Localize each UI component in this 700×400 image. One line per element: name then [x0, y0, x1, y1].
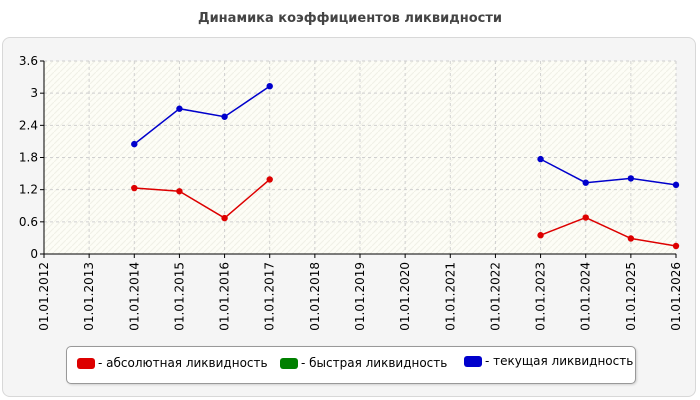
x-tick-label: 01.01.2017 — [263, 262, 277, 331]
data-point — [266, 176, 273, 183]
data-point — [627, 175, 635, 182]
data-point — [582, 179, 589, 186]
x-tick-label: 01.01.2025 — [624, 262, 638, 331]
legend-item: - быстрая ликвидность — [280, 356, 447, 370]
legend-swatch — [464, 355, 482, 367]
data-point — [537, 232, 544, 239]
data-point — [582, 214, 589, 221]
series-line — [134, 178, 271, 219]
data-point — [131, 184, 138, 192]
series-line — [133, 85, 271, 145]
x-tick-label: 01.01.2018 — [308, 262, 322, 331]
x-tick-label: 01.01.2015 — [172, 262, 186, 331]
y-tick-label: 3 — [30, 86, 38, 100]
legend-label: - быстрая ликвидность — [301, 356, 448, 370]
data-point — [672, 181, 680, 189]
series-1 — [131, 176, 680, 250]
legend-item: - абсолютная ликвидность — [77, 356, 268, 370]
x-tick-label: 01.01.2022 — [488, 262, 502, 331]
x-tick-label: 01.01.2016 — [218, 262, 232, 331]
legend-label: - абсолютная ликвидность — [98, 356, 268, 370]
y-tick-label: 1.8 — [19, 151, 38, 165]
y-tick-label: 0.6 — [19, 215, 38, 229]
data-point — [672, 242, 680, 250]
data-point — [537, 155, 544, 163]
x-tick-label: 01.01.2014 — [127, 262, 141, 331]
x-tick-label: 01.01.2013 — [82, 262, 96, 331]
x-tick-label: 01.01.2026 — [669, 262, 683, 331]
x-tick-label: 01.01.2021 — [443, 262, 457, 331]
legend-swatch — [280, 357, 298, 369]
y-tick-label: 3.6 — [19, 54, 38, 68]
x-tick-label: 01.01.2023 — [534, 262, 548, 331]
chart-title: Динамика коэффициентов ликвидности — [198, 11, 502, 26]
x-tick-label: 01.01.2019 — [353, 262, 367, 331]
x-tick-label: 01.01.2024 — [579, 262, 593, 331]
series-line — [540, 158, 677, 186]
series-3 — [131, 82, 680, 189]
data-point — [176, 105, 183, 112]
y-tick-label: 0 — [30, 247, 38, 261]
data-point — [131, 140, 138, 148]
x-tick-label: 01.01.2020 — [398, 262, 412, 331]
legend-label: - текущая ликвидность — [485, 354, 634, 368]
x-tick-label: 01.01.2012 — [37, 262, 51, 331]
y-tick-label: 2.4 — [19, 118, 38, 132]
y-tick-label: 1.2 — [19, 183, 38, 197]
legend: - абсолютная ликвидность - быстрая ликвид… — [66, 346, 636, 384]
data-point — [221, 113, 228, 120]
series-line — [540, 216, 677, 247]
data-point — [221, 214, 228, 222]
legend-swatch — [77, 357, 95, 369]
data-point — [176, 188, 183, 195]
data-point — [627, 235, 635, 242]
data-point — [266, 82, 273, 90]
legend-item: - текущая ликвидность — [464, 354, 633, 368]
